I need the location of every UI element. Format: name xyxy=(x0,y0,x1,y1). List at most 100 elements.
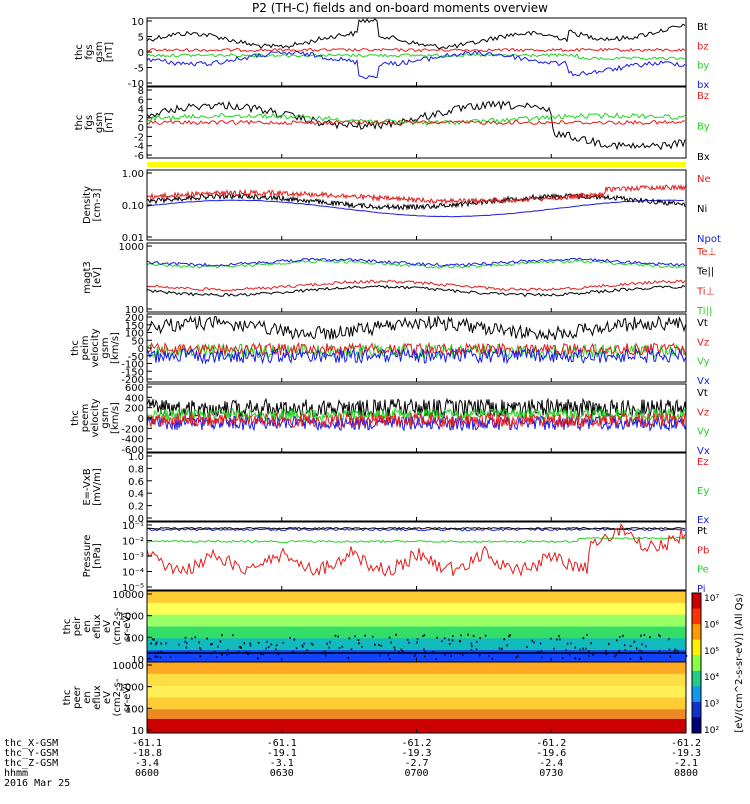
noise-dot xyxy=(515,656,518,659)
vt-peem-trace xyxy=(146,397,687,419)
y-axis-label-line: Density xyxy=(82,186,93,224)
noise-dot xyxy=(566,642,569,645)
noise-dot xyxy=(311,643,314,646)
vz-peim-trace xyxy=(146,341,686,358)
y-axis-label-line: thc xyxy=(70,340,81,356)
y-tick-label: 5 xyxy=(138,33,144,44)
noise-dot xyxy=(559,638,561,641)
legend: Ez Ey Ex xyxy=(697,457,709,526)
y-axis-label-line: thc xyxy=(74,115,85,131)
y-tick-label: 1000 xyxy=(119,683,144,694)
noise-dot xyxy=(624,649,627,652)
noise-dot xyxy=(558,635,560,638)
colorbar-segment xyxy=(692,624,701,641)
legend-item: Vx xyxy=(697,446,710,457)
noise-dot xyxy=(450,655,452,658)
noise-dot xyxy=(221,634,223,637)
noise-dot xyxy=(506,644,508,647)
y-tick-label: -600 xyxy=(121,445,144,456)
noise-dot xyxy=(470,649,473,652)
legend: Pt Pb Pe Pi xyxy=(697,526,709,595)
y-tick-label: 0 xyxy=(138,344,144,355)
noise-dot xyxy=(200,648,202,651)
noise-dot xyxy=(582,637,585,640)
noise-dot xyxy=(341,645,344,648)
noise-dot xyxy=(605,653,608,656)
legend-item: Pb xyxy=(697,545,709,556)
y-tick-label: 10⁻³ xyxy=(122,552,144,563)
y-axis-label-line: [nT] xyxy=(104,112,115,132)
y-tick-label: 100 xyxy=(125,329,144,340)
noise-dot xyxy=(635,647,638,650)
noise-dot xyxy=(588,650,590,653)
noise-dot xyxy=(358,642,360,645)
noise-dot xyxy=(295,647,298,650)
panel-8: 10⁻¹ 10⁻² 10⁻³ 10⁻⁴ 10⁻⁵ Pressure [nPa] xyxy=(82,521,687,594)
legend: Vt Vz Vy Vx xyxy=(697,388,710,457)
noise-dot xyxy=(588,655,590,658)
noise-dot xyxy=(169,655,172,658)
noise-dot xyxy=(357,639,360,642)
y-tick-label: 200 xyxy=(125,404,144,415)
footer-value: 0630 xyxy=(270,768,294,779)
legend-item: Pt xyxy=(697,526,707,537)
noise-dot xyxy=(249,644,252,647)
y-tick-label: 0.6 xyxy=(128,477,144,488)
legend-item: by xyxy=(697,61,709,72)
noise-dot xyxy=(247,653,249,656)
y-axis-label-line: [eV] xyxy=(92,267,103,288)
noise-dot xyxy=(441,640,443,643)
noise-dot xyxy=(645,645,647,648)
spectrogram-band xyxy=(147,697,686,710)
y-tick-label: 10⁻⁴ xyxy=(122,568,144,579)
noise-dot xyxy=(348,637,351,640)
noise-dot xyxy=(443,637,446,640)
noise-dot xyxy=(395,633,398,636)
noise-dot xyxy=(213,651,216,654)
noise-dot xyxy=(257,657,259,660)
y-tick-label: -2 xyxy=(134,132,144,143)
noise-dot xyxy=(266,640,268,643)
legend-item: Ey xyxy=(697,486,709,497)
noise-dot xyxy=(640,657,642,660)
footer-value: -3.4 xyxy=(135,758,159,769)
noise-dot xyxy=(639,634,642,637)
y-axis-label-line: [km/s] xyxy=(110,332,121,364)
noise-dot xyxy=(249,642,251,645)
legend-item: Vx xyxy=(697,376,710,387)
y-axis-label-line: eV xyxy=(102,620,113,633)
y-tick-label: 2 xyxy=(138,114,144,125)
noise-dot xyxy=(484,634,487,637)
y-axis-label-line: peim xyxy=(80,335,91,360)
noise-dot xyxy=(614,655,616,658)
noise-dot xyxy=(408,641,410,644)
noise-dot xyxy=(633,640,636,643)
y-axis-label: thc peem velocity gsm [km/s] xyxy=(70,398,121,437)
noise-dot xyxy=(155,643,157,646)
noise-dot xyxy=(553,647,555,650)
footer-value: 0700 xyxy=(404,768,428,779)
noise-dot xyxy=(275,644,278,647)
noise-dot xyxy=(165,642,167,645)
noise-dot xyxy=(401,650,404,653)
noise-dot xyxy=(607,642,610,645)
noise-dot xyxy=(488,655,490,658)
noise-dot xyxy=(478,654,481,657)
noise-dot xyxy=(556,638,558,641)
legend-item: Bt xyxy=(697,22,708,33)
footer-value: -19.6 xyxy=(536,748,566,759)
noise-dot xyxy=(199,655,202,658)
y-axis-label-line: gsm xyxy=(100,407,111,428)
noise-dot xyxy=(154,656,157,659)
noise-dot xyxy=(582,647,584,650)
colorbar-segment xyxy=(692,686,701,703)
npot-trace xyxy=(146,199,685,218)
noise-dot xyxy=(198,641,200,644)
colorbar-tick-label: 10⁷ xyxy=(704,594,719,604)
y-tick-label: -400 xyxy=(121,435,144,446)
noise-dot xyxy=(380,644,383,647)
noise-dot xyxy=(674,648,677,651)
footer-value: -61.2 xyxy=(671,738,701,749)
footer-value: -61.1 xyxy=(267,738,297,749)
noise-dot xyxy=(334,634,337,637)
